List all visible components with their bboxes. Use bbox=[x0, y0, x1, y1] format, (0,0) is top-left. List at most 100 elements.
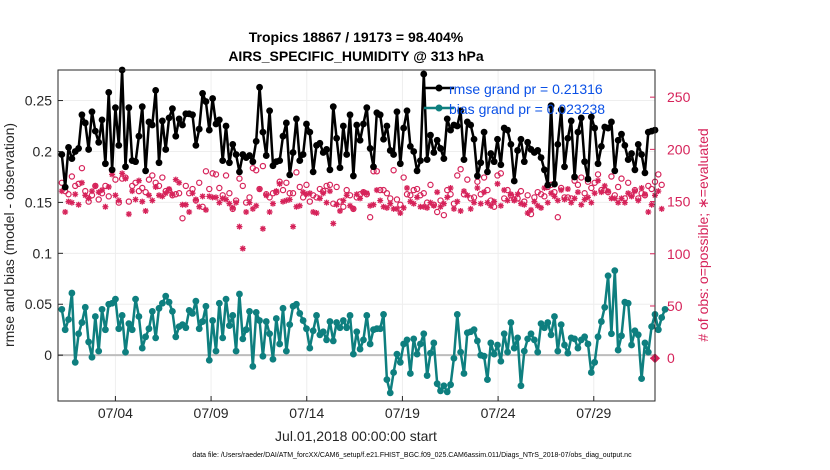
obs-evaluated-point bbox=[310, 209, 317, 216]
bias-point bbox=[236, 290, 243, 298]
obs-evaluated-point bbox=[571, 195, 578, 202]
obs-evaluated-point bbox=[206, 193, 213, 200]
rmse-point bbox=[581, 158, 589, 166]
rmse-point bbox=[101, 160, 109, 168]
bias-point bbox=[65, 316, 72, 323]
bias-point bbox=[360, 336, 367, 344]
obs-evaluated-point bbox=[444, 194, 451, 201]
obs-possible-point bbox=[239, 182, 246, 190]
bias-point bbox=[624, 299, 632, 307]
bias-point bbox=[192, 297, 200, 305]
bias-point bbox=[225, 322, 233, 330]
bias-point bbox=[644, 348, 652, 356]
obs-evaluated-point bbox=[129, 188, 136, 195]
bias-point bbox=[155, 304, 163, 312]
obs-evaluated-point bbox=[554, 197, 561, 204]
obs-evaluated-point bbox=[259, 225, 266, 232]
bias-point bbox=[530, 336, 538, 344]
obs-possible-point bbox=[397, 201, 404, 208]
rmse-point bbox=[75, 145, 82, 152]
x-tick-label: 07/14 bbox=[289, 405, 324, 421]
bias-point bbox=[339, 317, 347, 324]
obs-possible-point bbox=[139, 184, 146, 192]
obs-evaluated-point bbox=[407, 198, 414, 205]
obs-evaluated-point bbox=[290, 223, 297, 230]
obs-evaluated-point bbox=[216, 199, 223, 206]
obs-possible-point bbox=[500, 195, 508, 202]
bias-point bbox=[581, 333, 589, 341]
obs-evaluated-point bbox=[353, 191, 360, 198]
bias-point bbox=[420, 330, 428, 338]
obs-evaluated-point bbox=[176, 179, 183, 186]
bias-point bbox=[661, 305, 669, 313]
obs-possible-point bbox=[390, 167, 397, 174]
rmse-point bbox=[597, 142, 605, 150]
rmse-point bbox=[383, 122, 391, 130]
obs-possible-point bbox=[296, 183, 303, 191]
obs-evaluated-point bbox=[276, 180, 283, 187]
obs-possible-point bbox=[226, 190, 233, 197]
rmse-point bbox=[477, 159, 485, 167]
chart-title: Tropics 18867 / 19173 = 98.404% bbox=[249, 29, 464, 45]
rmse-point bbox=[624, 156, 632, 164]
rmse-point bbox=[537, 154, 545, 161]
bias-point bbox=[272, 315, 280, 322]
rmse-point bbox=[148, 121, 156, 129]
bias-point bbox=[232, 347, 240, 355]
obs-evaluated-point bbox=[68, 199, 75, 206]
rmse-point bbox=[236, 168, 243, 176]
bias-point bbox=[266, 330, 274, 338]
bias-point bbox=[614, 346, 622, 354]
obs-evaluated-point bbox=[109, 171, 116, 178]
obs-evaluated-point bbox=[410, 200, 417, 207]
obs-evaluated-point bbox=[611, 195, 618, 202]
bias-point bbox=[554, 347, 562, 355]
rmse-point bbox=[406, 142, 414, 150]
rmse-point bbox=[91, 127, 99, 135]
obs-possible-point bbox=[383, 190, 391, 197]
rmse-point bbox=[594, 160, 602, 168]
obs-evaluated-point bbox=[450, 205, 457, 212]
bias-point bbox=[279, 304, 287, 312]
legend-bias-label: bias grand pr = 0.023238 bbox=[449, 101, 605, 117]
rmse-point bbox=[309, 168, 317, 176]
rmse-point bbox=[567, 117, 575, 125]
obs-possible-point bbox=[477, 191, 484, 198]
obs-evaluated-point bbox=[156, 192, 163, 199]
rmse-point bbox=[259, 128, 267, 136]
bias-point bbox=[380, 311, 387, 318]
bias-point bbox=[608, 330, 615, 338]
bias-point bbox=[282, 347, 290, 355]
obs-evaluated-point bbox=[196, 203, 203, 210]
bias-point bbox=[158, 299, 166, 307]
obs-evaluated-point bbox=[132, 196, 139, 203]
rmse-point bbox=[98, 116, 106, 124]
obs-possible-point bbox=[306, 198, 314, 205]
rmse-point bbox=[440, 155, 448, 163]
bias-point bbox=[222, 295, 230, 303]
bias-point bbox=[199, 318, 206, 325]
rmse-point bbox=[95, 138, 103, 146]
obs-possible-point bbox=[112, 176, 119, 183]
bias-point bbox=[514, 334, 521, 342]
obs-possible-point bbox=[410, 186, 417, 194]
bias-point bbox=[138, 344, 146, 352]
legend-rmse-label: rmse grand pr = 0.21316 bbox=[449, 81, 603, 97]
obs-evaluated-point bbox=[300, 189, 307, 196]
legend-rmse-marker bbox=[435, 84, 443, 92]
bias-point bbox=[484, 376, 491, 384]
obs-evaluated-series bbox=[58, 170, 665, 364]
rmse-point bbox=[591, 124, 599, 132]
rmse-point bbox=[473, 172, 481, 180]
bias-point bbox=[125, 320, 133, 327]
rmse-point bbox=[112, 104, 119, 112]
rmse-point bbox=[360, 120, 367, 128]
obs-possible-point bbox=[594, 171, 602, 178]
bias-point bbox=[142, 333, 150, 341]
obs-possible-point bbox=[648, 185, 655, 193]
obs-possible-point bbox=[182, 182, 190, 190]
obs-possible-point bbox=[457, 165, 464, 173]
bias-point bbox=[286, 321, 294, 329]
rmse-point bbox=[480, 128, 488, 136]
bias-point bbox=[571, 335, 578, 343]
